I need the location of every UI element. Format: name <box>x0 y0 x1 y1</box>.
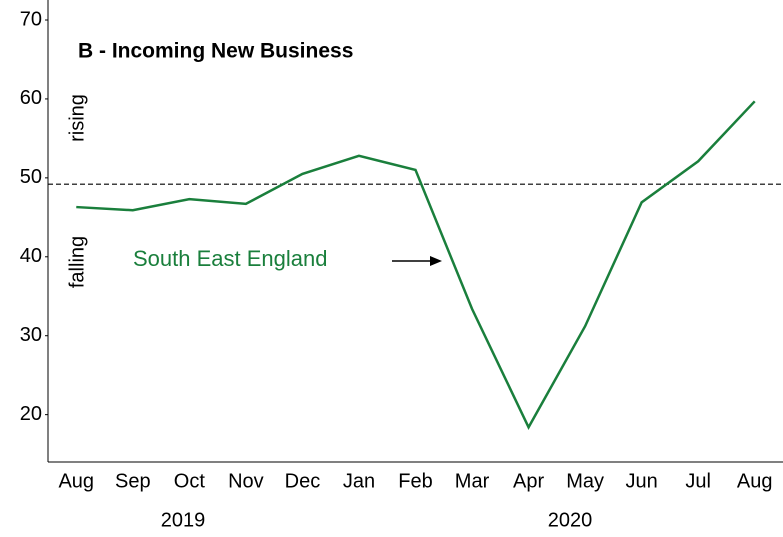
y-tick-label: 20 <box>20 403 42 425</box>
year-label: 2020 <box>548 509 593 531</box>
x-tick-label: Mar <box>455 470 490 492</box>
x-tick-label: Oct <box>174 470 206 492</box>
y-tick-label: 50 <box>20 166 42 188</box>
series-line <box>76 100 756 430</box>
y-tick-label: 70 <box>20 8 42 30</box>
x-tick-label: Aug <box>58 470 94 492</box>
y-tick-label: 30 <box>20 324 42 346</box>
y-tick-label: 40 <box>20 245 42 267</box>
y-tick-label: 60 <box>20 87 42 109</box>
x-tick-label: May <box>566 470 604 492</box>
x-tick-label: Nov <box>228 470 264 492</box>
rising-label: rising <box>66 94 88 142</box>
x-tick-label: Apr <box>513 470 544 492</box>
x-tick-label: Sep <box>115 470 151 492</box>
x-tick-label: Dec <box>285 470 321 492</box>
year-label: 2019 <box>161 509 206 531</box>
x-tick-label: Jun <box>626 470 658 492</box>
arrow-head <box>430 256 442 266</box>
series-annotation: South East England <box>133 246 327 271</box>
x-tick-label: Feb <box>398 470 432 492</box>
falling-label: falling <box>66 236 88 288</box>
x-tick-label: Jul <box>685 470 711 492</box>
chart-title: B - Incoming New Business <box>78 40 353 63</box>
x-tick-label: Aug <box>737 470 773 492</box>
x-tick-label: Jan <box>343 470 375 492</box>
